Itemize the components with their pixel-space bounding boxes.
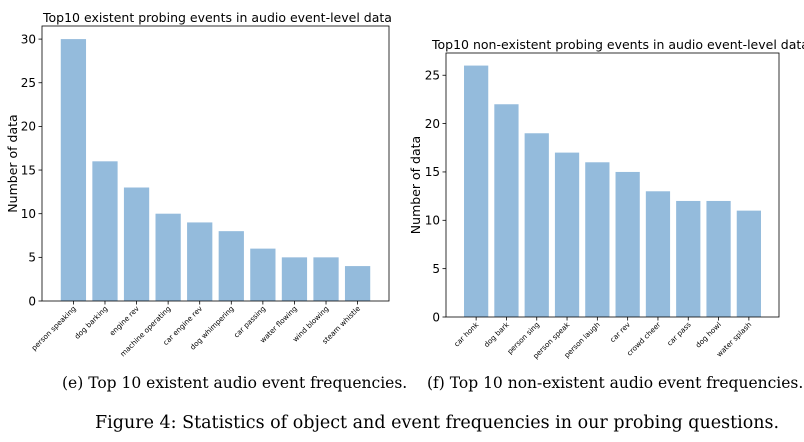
bar: [123, 187, 150, 301]
figure-caption: Figure 4: Statistics of object and event…: [95, 413, 780, 433]
y-tick-label: 0: [28, 294, 36, 308]
bar: [736, 210, 761, 317]
y-axis-label: Number of data: [408, 136, 423, 234]
chart-title: Top10 non-existent probing events in aud…: [431, 37, 804, 52]
bar: [281, 257, 308, 301]
x-tick-label: person speaking: [29, 304, 77, 352]
x-tick-label: car rev: [608, 320, 633, 345]
y-tick-label: 15: [21, 163, 36, 177]
bar: [344, 266, 371, 301]
bar: [615, 171, 640, 317]
caption-left: (e) Top 10 existent audio event frequenc…: [62, 374, 408, 392]
y-tick-label: 25: [425, 69, 440, 83]
y-tick-label: 5: [432, 262, 440, 276]
bar: [218, 231, 244, 301]
x-tick-label: engine rev: [108, 304, 142, 338]
bar: [155, 213, 181, 301]
y-tick-label: 15: [425, 165, 440, 179]
x-tick-label: car pass: [665, 320, 693, 348]
y-tick-label: 10: [21, 207, 36, 221]
chart-2: Top10 non-existent probing events in aud…: [408, 37, 804, 361]
bar: [250, 248, 276, 301]
bar: [706, 200, 731, 317]
caption-right: (f) Top 10 non-existent audio event freq…: [427, 374, 804, 392]
y-tick-label: 0: [432, 310, 440, 324]
bar: [676, 200, 701, 317]
bar: [92, 161, 118, 301]
bar: [187, 222, 213, 301]
plot-frame: [445, 52, 780, 318]
y-tick-label: 20: [425, 117, 440, 131]
y-tick-label: 25: [21, 76, 36, 90]
y-axis-label: Number of data: [5, 114, 20, 212]
bar: [60, 39, 87, 301]
bar: [645, 191, 671, 317]
chart-1: Top10 existent probing events in audio e…: [5, 10, 392, 358]
plot-frame: [41, 25, 390, 302]
y-tick-label: 5: [28, 251, 36, 265]
x-tick-label: car honk: [452, 319, 481, 348]
chart-title: Top10 existent probing events in audio e…: [42, 10, 392, 25]
bar: [494, 104, 519, 317]
bar: [313, 257, 339, 301]
y-tick-label: 30: [21, 32, 36, 46]
bar: [554, 152, 580, 317]
x-tick-label: dog barking: [73, 304, 110, 341]
x-tick-label: dog howl: [694, 320, 723, 349]
x-tick-label: dog bark: [482, 319, 512, 349]
y-tick-label: 20: [21, 120, 36, 134]
bar: [524, 133, 549, 317]
y-tick-label: 10: [425, 214, 440, 228]
bar: [585, 162, 610, 317]
bar: [464, 65, 489, 317]
